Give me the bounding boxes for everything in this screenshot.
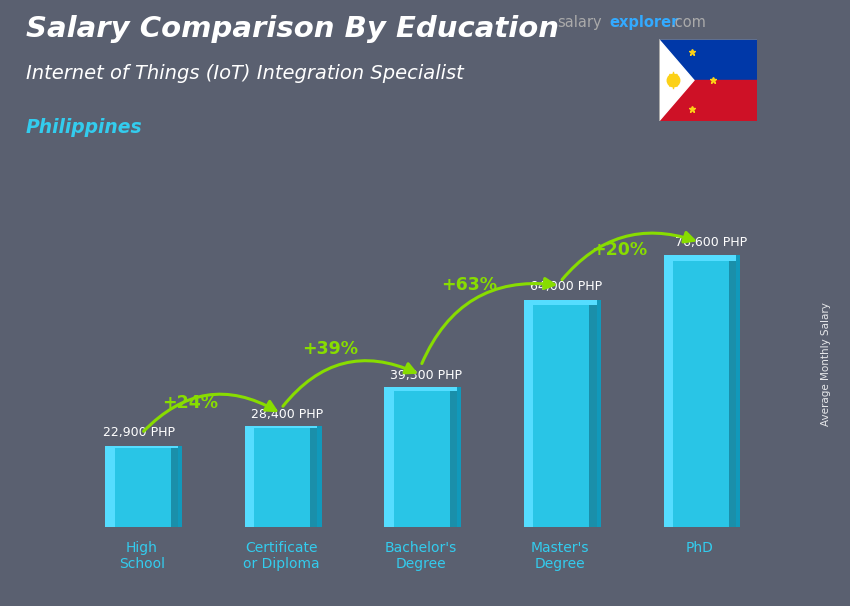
Text: explorer: explorer xyxy=(609,15,679,30)
Polygon shape xyxy=(318,426,322,527)
Bar xyxy=(245,426,318,527)
Bar xyxy=(105,446,178,527)
Bar xyxy=(589,299,597,527)
Text: 39,300 PHP: 39,300 PHP xyxy=(390,369,462,382)
Polygon shape xyxy=(659,39,694,121)
Text: 22,900 PHP: 22,900 PHP xyxy=(103,427,174,439)
Bar xyxy=(384,387,457,527)
Bar xyxy=(384,387,394,527)
Text: +39%: +39% xyxy=(302,341,358,358)
Text: .com: .com xyxy=(671,15,706,30)
Text: 28,400 PHP: 28,400 PHP xyxy=(251,408,323,421)
Bar xyxy=(664,255,736,527)
Text: 64,000 PHP: 64,000 PHP xyxy=(530,280,602,293)
Bar xyxy=(524,299,597,305)
Text: +24%: +24% xyxy=(162,394,218,411)
Bar xyxy=(659,80,756,121)
Bar xyxy=(105,446,178,448)
Text: 76,600 PHP: 76,600 PHP xyxy=(675,236,747,250)
Bar xyxy=(728,255,736,527)
Bar xyxy=(105,446,115,527)
Bar xyxy=(524,299,597,527)
Text: +63%: +63% xyxy=(442,276,497,295)
Polygon shape xyxy=(597,299,601,527)
Polygon shape xyxy=(178,446,182,527)
Text: Salary Comparison By Education: Salary Comparison By Education xyxy=(26,15,558,43)
Bar xyxy=(524,299,534,527)
Polygon shape xyxy=(736,255,740,527)
Bar xyxy=(450,387,457,527)
Text: salary: salary xyxy=(557,15,601,30)
Bar xyxy=(245,426,318,428)
Bar xyxy=(310,426,318,527)
Bar xyxy=(171,446,178,527)
Bar xyxy=(664,255,673,527)
Text: Philippines: Philippines xyxy=(26,118,142,137)
Bar xyxy=(659,39,756,80)
Bar xyxy=(245,426,254,527)
Text: Average Monthly Salary: Average Monthly Salary xyxy=(821,302,831,425)
Text: Internet of Things (IoT) Integration Specialist: Internet of Things (IoT) Integration Spe… xyxy=(26,64,463,82)
Polygon shape xyxy=(457,387,462,527)
Bar xyxy=(664,255,736,261)
Bar xyxy=(384,387,457,390)
Text: +20%: +20% xyxy=(591,241,647,259)
